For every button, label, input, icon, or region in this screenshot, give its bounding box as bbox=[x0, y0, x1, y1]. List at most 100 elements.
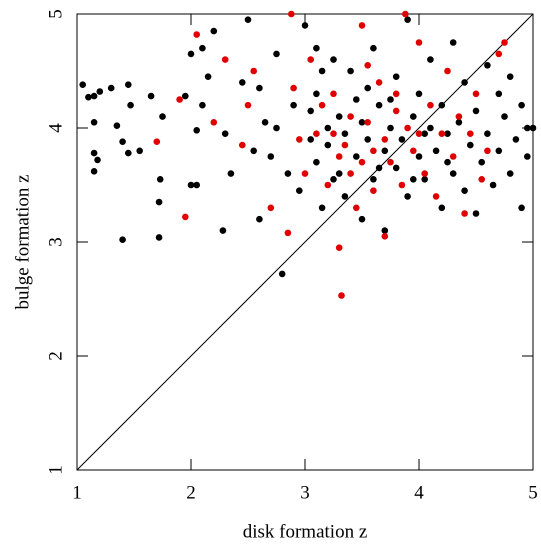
point bbox=[410, 147, 417, 155]
point bbox=[204, 73, 212, 80]
point bbox=[449, 170, 457, 177]
point bbox=[444, 158, 451, 166]
point bbox=[461, 187, 468, 194]
point bbox=[79, 81, 86, 88]
point bbox=[324, 124, 332, 132]
point bbox=[387, 96, 394, 103]
point bbox=[125, 149, 132, 157]
point bbox=[484, 62, 491, 69]
point bbox=[381, 147, 389, 155]
point bbox=[159, 113, 166, 120]
point bbox=[375, 164, 383, 172]
point bbox=[90, 92, 98, 100]
point bbox=[227, 170, 235, 177]
point bbox=[495, 50, 503, 58]
point bbox=[90, 119, 98, 126]
point bbox=[415, 90, 423, 98]
point bbox=[370, 176, 377, 183]
point bbox=[341, 130, 349, 137]
point bbox=[278, 270, 286, 278]
point bbox=[353, 153, 360, 160]
point bbox=[347, 170, 354, 177]
point bbox=[261, 119, 269, 126]
x-tick-label: 4 bbox=[414, 482, 424, 503]
point bbox=[125, 81, 132, 88]
point bbox=[330, 130, 337, 137]
y-tick-label: 3 bbox=[45, 237, 66, 247]
point bbox=[147, 92, 155, 100]
point bbox=[370, 147, 377, 155]
point bbox=[472, 210, 480, 217]
point bbox=[364, 136, 372, 143]
point bbox=[335, 244, 343, 251]
x-tick-label: 2 bbox=[186, 482, 196, 503]
x-tick-label: 5 bbox=[528, 482, 538, 503]
point bbox=[461, 79, 468, 86]
point bbox=[193, 181, 200, 189]
point bbox=[187, 50, 195, 58]
point bbox=[501, 113, 508, 120]
point bbox=[364, 84, 372, 92]
point bbox=[518, 204, 525, 212]
point bbox=[421, 130, 429, 137]
point bbox=[358, 119, 366, 126]
point bbox=[375, 101, 383, 109]
point bbox=[478, 158, 486, 166]
point bbox=[392, 73, 400, 80]
point bbox=[273, 50, 280, 58]
point bbox=[410, 176, 417, 183]
diagonal-line bbox=[76, 13, 534, 471]
point bbox=[313, 44, 320, 52]
point bbox=[449, 153, 457, 160]
point bbox=[256, 84, 263, 92]
point bbox=[524, 153, 531, 160]
point bbox=[449, 39, 457, 46]
point bbox=[370, 187, 377, 194]
point bbox=[529, 124, 537, 132]
x-tick-label: 1 bbox=[72, 482, 82, 503]
point bbox=[381, 227, 389, 234]
point bbox=[455, 119, 463, 126]
point bbox=[239, 141, 246, 149]
point bbox=[421, 170, 429, 177]
point bbox=[284, 170, 292, 177]
point bbox=[358, 158, 366, 166]
point bbox=[404, 16, 411, 24]
point bbox=[90, 168, 98, 175]
point bbox=[155, 234, 163, 241]
point bbox=[438, 204, 446, 212]
point bbox=[318, 67, 326, 75]
point bbox=[404, 124, 411, 132]
point bbox=[313, 158, 320, 166]
point bbox=[512, 136, 520, 143]
point bbox=[210, 27, 218, 35]
point bbox=[410, 113, 417, 120]
y-tick-label: 1 bbox=[45, 465, 66, 475]
point bbox=[301, 170, 309, 177]
point bbox=[210, 119, 218, 126]
point bbox=[273, 124, 280, 132]
point bbox=[461, 210, 468, 217]
point bbox=[307, 136, 315, 143]
point bbox=[402, 10, 409, 18]
point bbox=[113, 122, 121, 130]
point bbox=[324, 181, 332, 189]
point bbox=[484, 130, 491, 137]
point bbox=[338, 292, 345, 299]
point bbox=[381, 233, 389, 240]
point bbox=[495, 147, 503, 155]
point bbox=[307, 56, 315, 63]
point bbox=[301, 22, 309, 29]
point bbox=[193, 126, 200, 134]
point bbox=[136, 147, 143, 155]
point bbox=[427, 56, 434, 63]
point bbox=[318, 101, 326, 109]
point bbox=[438, 101, 446, 109]
point bbox=[193, 31, 200, 38]
point bbox=[518, 101, 525, 109]
point bbox=[432, 193, 440, 200]
y-tick-label: 4 bbox=[45, 123, 66, 133]
point bbox=[290, 84, 297, 92]
point bbox=[467, 141, 474, 149]
